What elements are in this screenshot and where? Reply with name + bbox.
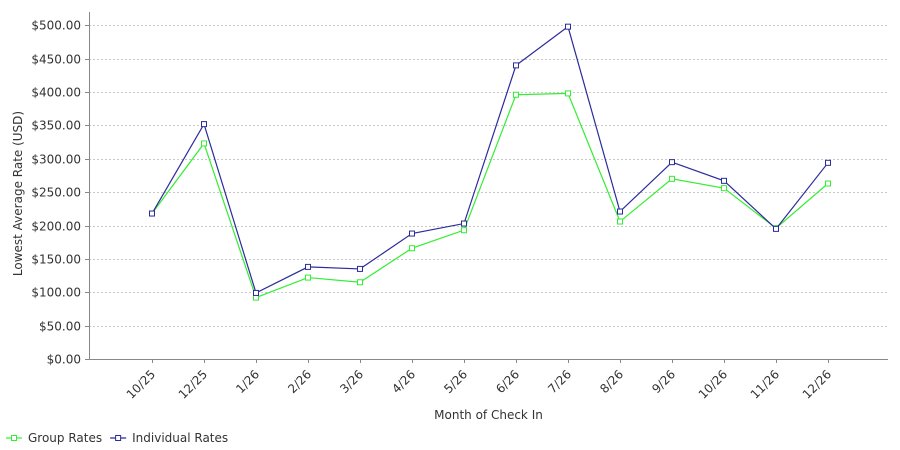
data-point[interactable]	[825, 159, 831, 166]
data-point[interactable]	[409, 230, 415, 237]
x-tick-label: 9/26	[649, 367, 678, 396]
data-point[interactable]	[773, 225, 779, 232]
data-point[interactable]	[721, 177, 727, 184]
data-point[interactable]	[513, 91, 519, 98]
data-point[interactable]	[357, 279, 363, 286]
x-tick-label: 7/26	[545, 367, 574, 396]
legend-marker	[115, 435, 122, 441]
y-tick-label: $500.00	[31, 19, 81, 33]
y-tick-label: $250.00	[31, 186, 81, 200]
x-tick-label: 3/26	[337, 367, 366, 396]
y-tick-label: $50.00	[39, 320, 81, 334]
x-tick-label: 4/26	[389, 367, 418, 396]
data-point[interactable]	[461, 220, 467, 227]
data-point[interactable]	[201, 121, 207, 128]
data-point[interactable]	[305, 263, 311, 270]
y-tick-label: $200.00	[31, 220, 81, 234]
y-tick-label: $150.00	[31, 253, 81, 267]
legend-label: Individual Rates	[132, 431, 228, 445]
y-axis-title: Lowest Average Rate (USD)	[11, 111, 25, 276]
x-tick-label: 12/25	[176, 367, 210, 401]
data-point[interactable]	[253, 289, 259, 296]
data-point[interactable]	[617, 208, 623, 215]
data-point[interactable]	[669, 159, 675, 166]
x-tick-label: 11/26	[748, 367, 782, 401]
legend-item[interactable]: Individual Rates	[110, 431, 228, 445]
legend-item[interactable]: Group Rates	[6, 431, 102, 445]
data-point[interactable]	[357, 265, 363, 272]
series-line	[151, 92, 829, 299]
legend-marker	[11, 435, 17, 441]
y-tick-label: $450.00	[31, 53, 81, 67]
x-tick-label: 2/26	[285, 367, 314, 396]
series-group-rates	[149, 90, 831, 301]
series-line	[151, 25, 829, 294]
data-point[interactable]	[305, 274, 311, 281]
y-tick-labels: $0.00 $50.00 $100.00 $150.00 $200.00 $250.00 $…	[31, 19, 89, 367]
data-point[interactable]	[201, 140, 207, 147]
x-axis-title: Month of Check In	[434, 408, 543, 422]
data-point[interactable]	[565, 90, 571, 97]
y-tick-label: $100.00	[31, 286, 81, 300]
data-point[interactable]	[825, 180, 831, 187]
x-tick-label: 1/26	[233, 367, 262, 396]
data-point[interactable]	[669, 175, 675, 182]
axes	[89, 12, 888, 360]
legend: Group Rates Individual Rates	[6, 431, 228, 445]
data-point[interactable]	[565, 23, 571, 30]
y-tick-label: $400.00	[31, 86, 81, 100]
legend-label: Group Rates	[28, 431, 102, 445]
data-point[interactable]	[617, 218, 623, 225]
series-individual-rates	[149, 23, 831, 296]
series-lines	[149, 23, 831, 301]
x-tick-label: 10/26	[696, 367, 730, 401]
x-tick-label: 5/26	[441, 367, 470, 396]
data-point[interactable]	[409, 245, 415, 252]
grid-lines	[89, 25, 888, 327]
data-point[interactable]	[513, 62, 519, 69]
data-point[interactable]	[149, 210, 155, 217]
data-point[interactable]	[721, 185, 727, 192]
x-tick-label: 12/26	[800, 367, 834, 401]
y-tick-label: $350.00	[31, 119, 81, 133]
y-tick-label: $0.00	[47, 353, 81, 367]
data-point[interactable]	[461, 227, 467, 234]
x-tick-label: 10/25	[124, 367, 158, 401]
x-tick-label: 6/26	[493, 367, 522, 396]
x-tick-labels: 10/25 12/25 1/26 2/26 3/26 4/26 5/26 6/26 7/26 8/…	[124, 359, 834, 402]
y-tick-label: $300.00	[31, 153, 81, 167]
x-tick-label: 8/26	[597, 367, 626, 396]
